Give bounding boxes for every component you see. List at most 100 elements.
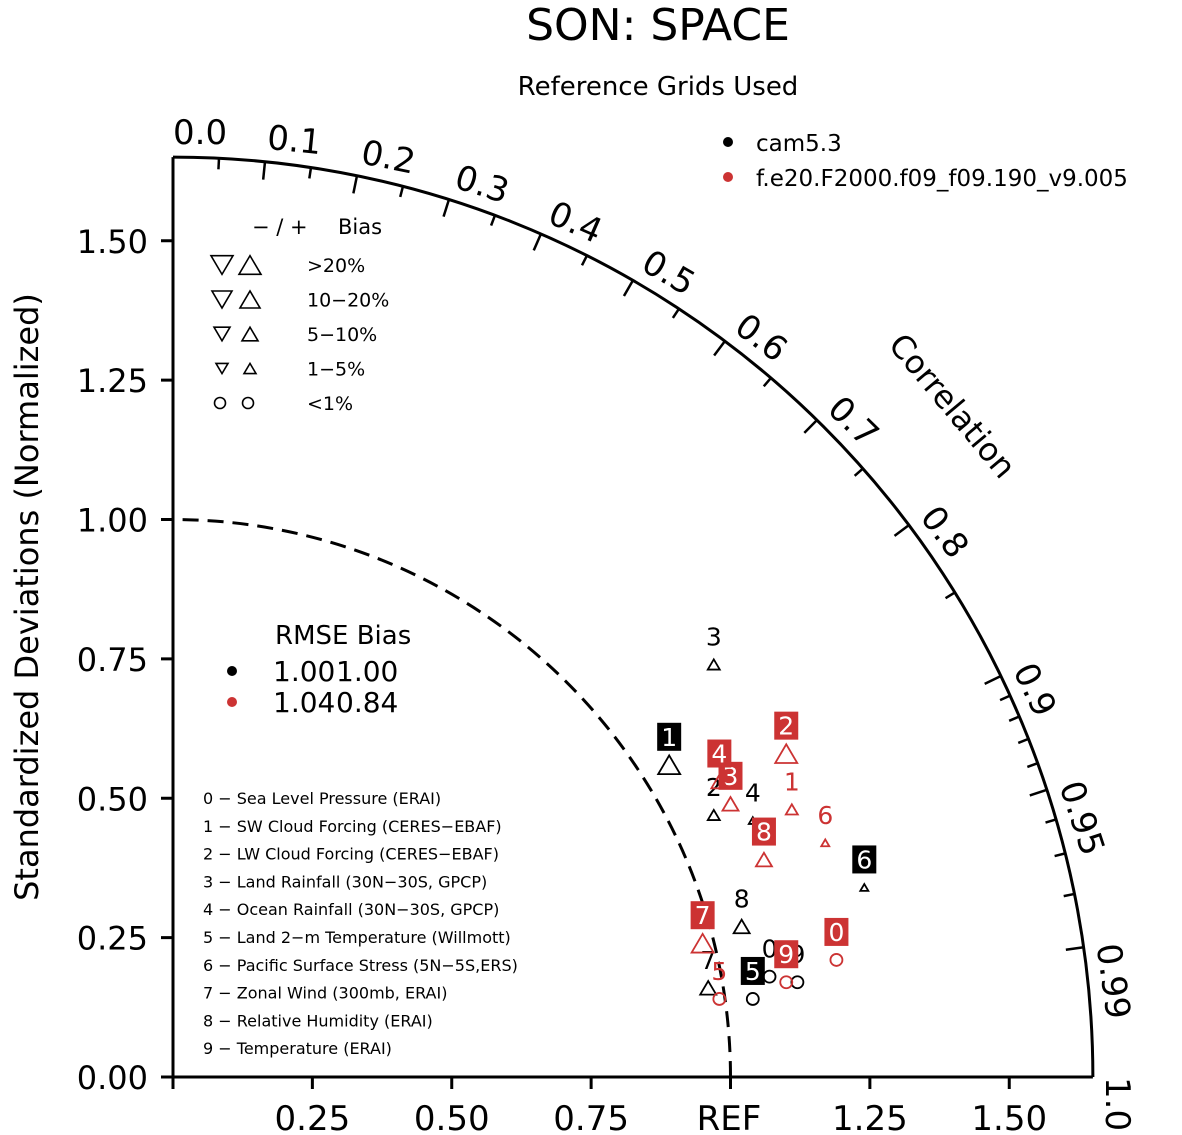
correlation-tick-mark <box>762 377 772 388</box>
variable-legend-item: 1 − SW Cloud Forcing (CERES−EBAF) <box>203 817 502 836</box>
correlation-tick-mark <box>671 308 680 319</box>
data-point-label: 2 <box>778 712 794 741</box>
correlation-label: 0.9 <box>1004 657 1064 723</box>
data-point-label-box <box>852 845 877 874</box>
y-tick-label: 1.25 <box>77 362 148 400</box>
correlation-tick-mark <box>984 674 1002 686</box>
variable-legend-item: 6 − Pacific Surface Stress (5N−5S,ERS) <box>203 956 518 975</box>
correlation-tick-mark <box>489 214 497 227</box>
data-point-triangle <box>784 802 800 816</box>
data-point-triangle <box>754 850 774 868</box>
y-tick-label: 0.75 <box>77 641 148 679</box>
data-point-label-box <box>774 940 799 969</box>
x-tick-label: 0.25 <box>275 1099 351 1135</box>
correlation-tick-mark <box>1063 892 1075 898</box>
correlation-tick-mark <box>893 524 910 537</box>
correlation-tick-mark <box>1054 852 1066 858</box>
data-point-triangle <box>690 932 716 954</box>
data-point-label: 5 <box>711 957 727 986</box>
variable-legend-item: 7 − Zonal Wind (300mb, ERAI) <box>203 984 447 1003</box>
model-legend-label: cam5.3 <box>756 131 842 157</box>
data-point-label-box <box>740 956 765 985</box>
correlation-tick-mark <box>1026 761 1039 769</box>
correlation-label: 0.99 <box>1088 941 1138 1022</box>
data-point-circle <box>745 992 760 1006</box>
bias-legend-circle <box>241 396 255 410</box>
variable-legend-item: 4 − Ocean Rainfall (30N−30S, GPCP) <box>203 900 499 919</box>
correlation-tick-mark <box>399 186 405 198</box>
correlation-tick-mark <box>532 233 543 251</box>
x-tick-label: 1.50 <box>971 1099 1047 1135</box>
rmse-value: 1.00 <box>273 655 335 688</box>
correlation-label: 0.4 <box>543 194 609 252</box>
data-point-triangle <box>706 808 722 821</box>
x-tick-label: 0.50 <box>414 1099 490 1135</box>
bias-legend-down-triangle <box>214 362 230 376</box>
bias-legend-sign-header: − / + <box>252 215 308 239</box>
data-point-circle <box>779 975 794 990</box>
data-point-label: 8 <box>756 818 772 847</box>
correlation-tick-mark <box>308 167 313 179</box>
data-point-triangle <box>656 753 682 776</box>
variable-legend-item: 3 − Land Rainfall (30N−30S, GPCP) <box>203 872 487 891</box>
correlation-label: 0.8 <box>912 499 976 566</box>
bias-legend-up-triangle <box>237 254 263 276</box>
data-point-label: 0 <box>828 918 844 947</box>
data-point-triangle <box>732 917 752 935</box>
bias-legend-up-triangle <box>238 289 262 309</box>
correlation-tick-mark <box>713 340 726 357</box>
correlation-axis-label: Correlation <box>881 326 1024 486</box>
model-legend-dot <box>723 137 733 147</box>
correlation-label: 1.0 <box>1097 1077 1137 1131</box>
data-point-triangle <box>720 795 741 812</box>
data-point-label: 3 <box>723 762 739 791</box>
chart-title: SON: SPACE <box>526 0 790 51</box>
data-point-label: 1 <box>784 767 800 796</box>
chart-subtitle: Reference Grids Used <box>518 72 799 102</box>
data-point-label: 0 <box>762 935 778 964</box>
data-point-circle <box>762 969 777 984</box>
data-point-circle <box>829 953 844 967</box>
data-point-label: 9 <box>778 940 794 969</box>
y-axis-label: Standardized Deviations (Normalized) <box>8 293 46 901</box>
correlation-tick-mark <box>217 158 221 170</box>
data-point-label: 4 <box>745 779 761 808</box>
bias-legend-header: Bias <box>338 215 382 239</box>
correlation-tick-mark <box>944 591 956 600</box>
correlation-tick-mark <box>999 694 1011 702</box>
bias-legend-down-triangle <box>210 290 234 310</box>
model-legend-label: f.e20.F2000.f09_f09.190_v9.005 <box>756 166 1128 192</box>
correlation-tick-mark <box>853 467 864 477</box>
data-point-circle <box>790 975 805 990</box>
correlation-label: 0.6 <box>727 306 794 370</box>
data-point-label: 3 <box>706 622 722 651</box>
data-point-label: 1 <box>661 723 677 752</box>
bias-legend-row: <1% <box>307 393 353 415</box>
correlation-label: 0.0 <box>173 113 227 153</box>
correlation-tick-mark <box>1065 945 1084 952</box>
reference-std-arc <box>172 518 732 1078</box>
correlation-tick-mark <box>352 175 359 194</box>
data-point-label: 6 <box>856 845 872 874</box>
x-tick-label: 1.25 <box>832 1099 908 1135</box>
correlation-tick-mark <box>622 279 635 297</box>
rmse-table-dot <box>227 697 237 707</box>
correlation-tick-mark <box>261 161 267 180</box>
bias-legend-down-triangle <box>209 254 235 276</box>
data-point-triangle <box>819 837 831 848</box>
variable-legend-item: 9 − Temperature (ERAI) <box>203 1039 392 1058</box>
bias-legend-circle <box>213 396 227 410</box>
bias-legend-row: 10−20% <box>307 290 389 312</box>
data-point-label-box <box>707 739 732 768</box>
rmse-table-header: RMSE Bias <box>275 621 411 651</box>
data-point-label-box <box>824 917 849 946</box>
x-tick-label: 0.75 <box>553 1099 629 1135</box>
data-point-label-box <box>774 711 799 740</box>
model-legend-dot <box>723 172 733 182</box>
data-point-triangle <box>858 882 870 892</box>
data-point-triangle <box>706 657 722 671</box>
data-point-label-box <box>657 722 682 751</box>
correlation-label: 0.1 <box>265 118 323 163</box>
correlation-label: 0.95 <box>1051 776 1113 860</box>
rmse-table-dot <box>227 666 237 676</box>
